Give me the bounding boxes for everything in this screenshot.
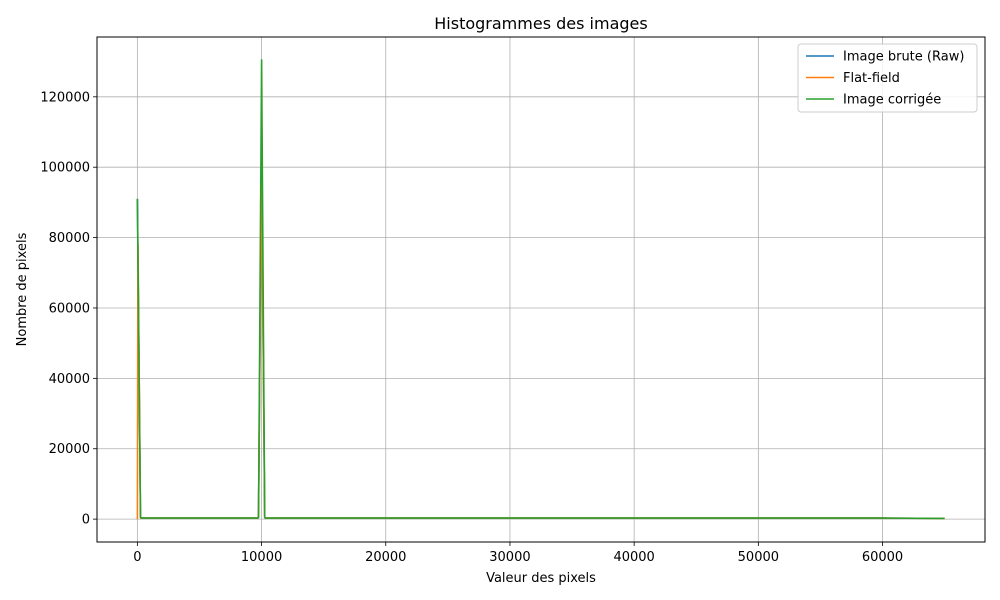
y-tick-label: 20000	[49, 442, 90, 457]
x-tick-label: 40000	[613, 550, 654, 565]
y-tick-label: 100000	[40, 161, 90, 176]
legend: Image brute (Raw) Flat-field Image corrigé…	[797, 43, 978, 113]
chart-title: Histogrammes des images	[434, 14, 647, 33]
y-axis-ticks: 0 20000 40000 60000 80000 100000 120000	[40, 90, 97, 528]
y-tick-label: 0	[82, 513, 90, 528]
series-line	[136, 59, 945, 520]
y-tick-label: 60000	[49, 301, 90, 316]
x-tick-label: 20000	[365, 550, 406, 565]
x-tick-label: 10000	[241, 550, 282, 565]
y-tick-label: 40000	[49, 372, 90, 387]
y-axis-title: Nombre de pixels	[15, 232, 30, 346]
grid-lines	[97, 37, 985, 542]
plot-frame	[96, 36, 986, 543]
x-axis-title: Valeur des pixels	[486, 571, 596, 586]
plot-area	[97, 37, 985, 542]
series-lines	[136, 59, 945, 520]
x-axis-ticks: 0 10000 20000 30000 40000 50000 60000	[133, 542, 903, 565]
x-tick-label: 60000	[862, 550, 903, 565]
legend-label: Flat-field	[843, 71, 900, 86]
legend-label: Image brute (Raw)	[843, 50, 964, 65]
x-tick-label: 30000	[489, 550, 530, 565]
legend-label: Image corrigée	[843, 93, 941, 108]
y-tick-label: 120000	[40, 90, 90, 105]
x-tick-label: 50000	[738, 550, 779, 565]
y-tick-label: 80000	[49, 231, 90, 246]
legend-box	[797, 43, 978, 113]
x-tick-label: 0	[133, 550, 141, 565]
